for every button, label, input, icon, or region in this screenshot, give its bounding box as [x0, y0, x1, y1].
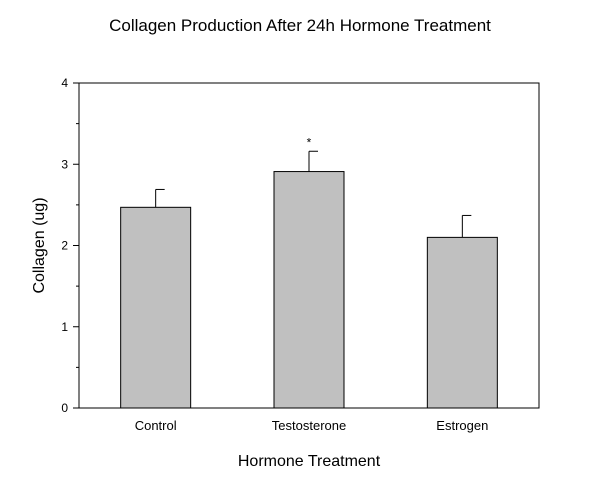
bar-estrogen	[426, 236, 498, 409]
y-tick-label: 4	[61, 76, 68, 90]
bars: *	[120, 135, 498, 409]
x-tick-label-control: Control	[135, 418, 177, 433]
bar-control	[120, 206, 192, 409]
bar-testosterone	[273, 171, 345, 409]
y-axis-ticks: 0 1 2 3 4	[61, 76, 79, 415]
chart-title: Collagen Production After 24h Hormone Tr…	[109, 16, 491, 35]
y-tick-label: 0	[61, 401, 68, 415]
y-tick-label: 3	[61, 157, 68, 171]
y-tick-label: 2	[61, 239, 68, 253]
x-axis-tick-labels: Control Testosterone Estrogen	[135, 418, 489, 433]
y-tick-label: 1	[61, 320, 68, 334]
x-tick-label-testosterone: Testosterone	[272, 418, 346, 433]
x-axis-label: Hormone Treatment	[238, 453, 381, 470]
x-tick-label-estrogen: Estrogen	[436, 418, 488, 433]
significance-marker: *	[307, 135, 312, 149]
y-axis-label: Collagen (ug)	[31, 197, 48, 293]
